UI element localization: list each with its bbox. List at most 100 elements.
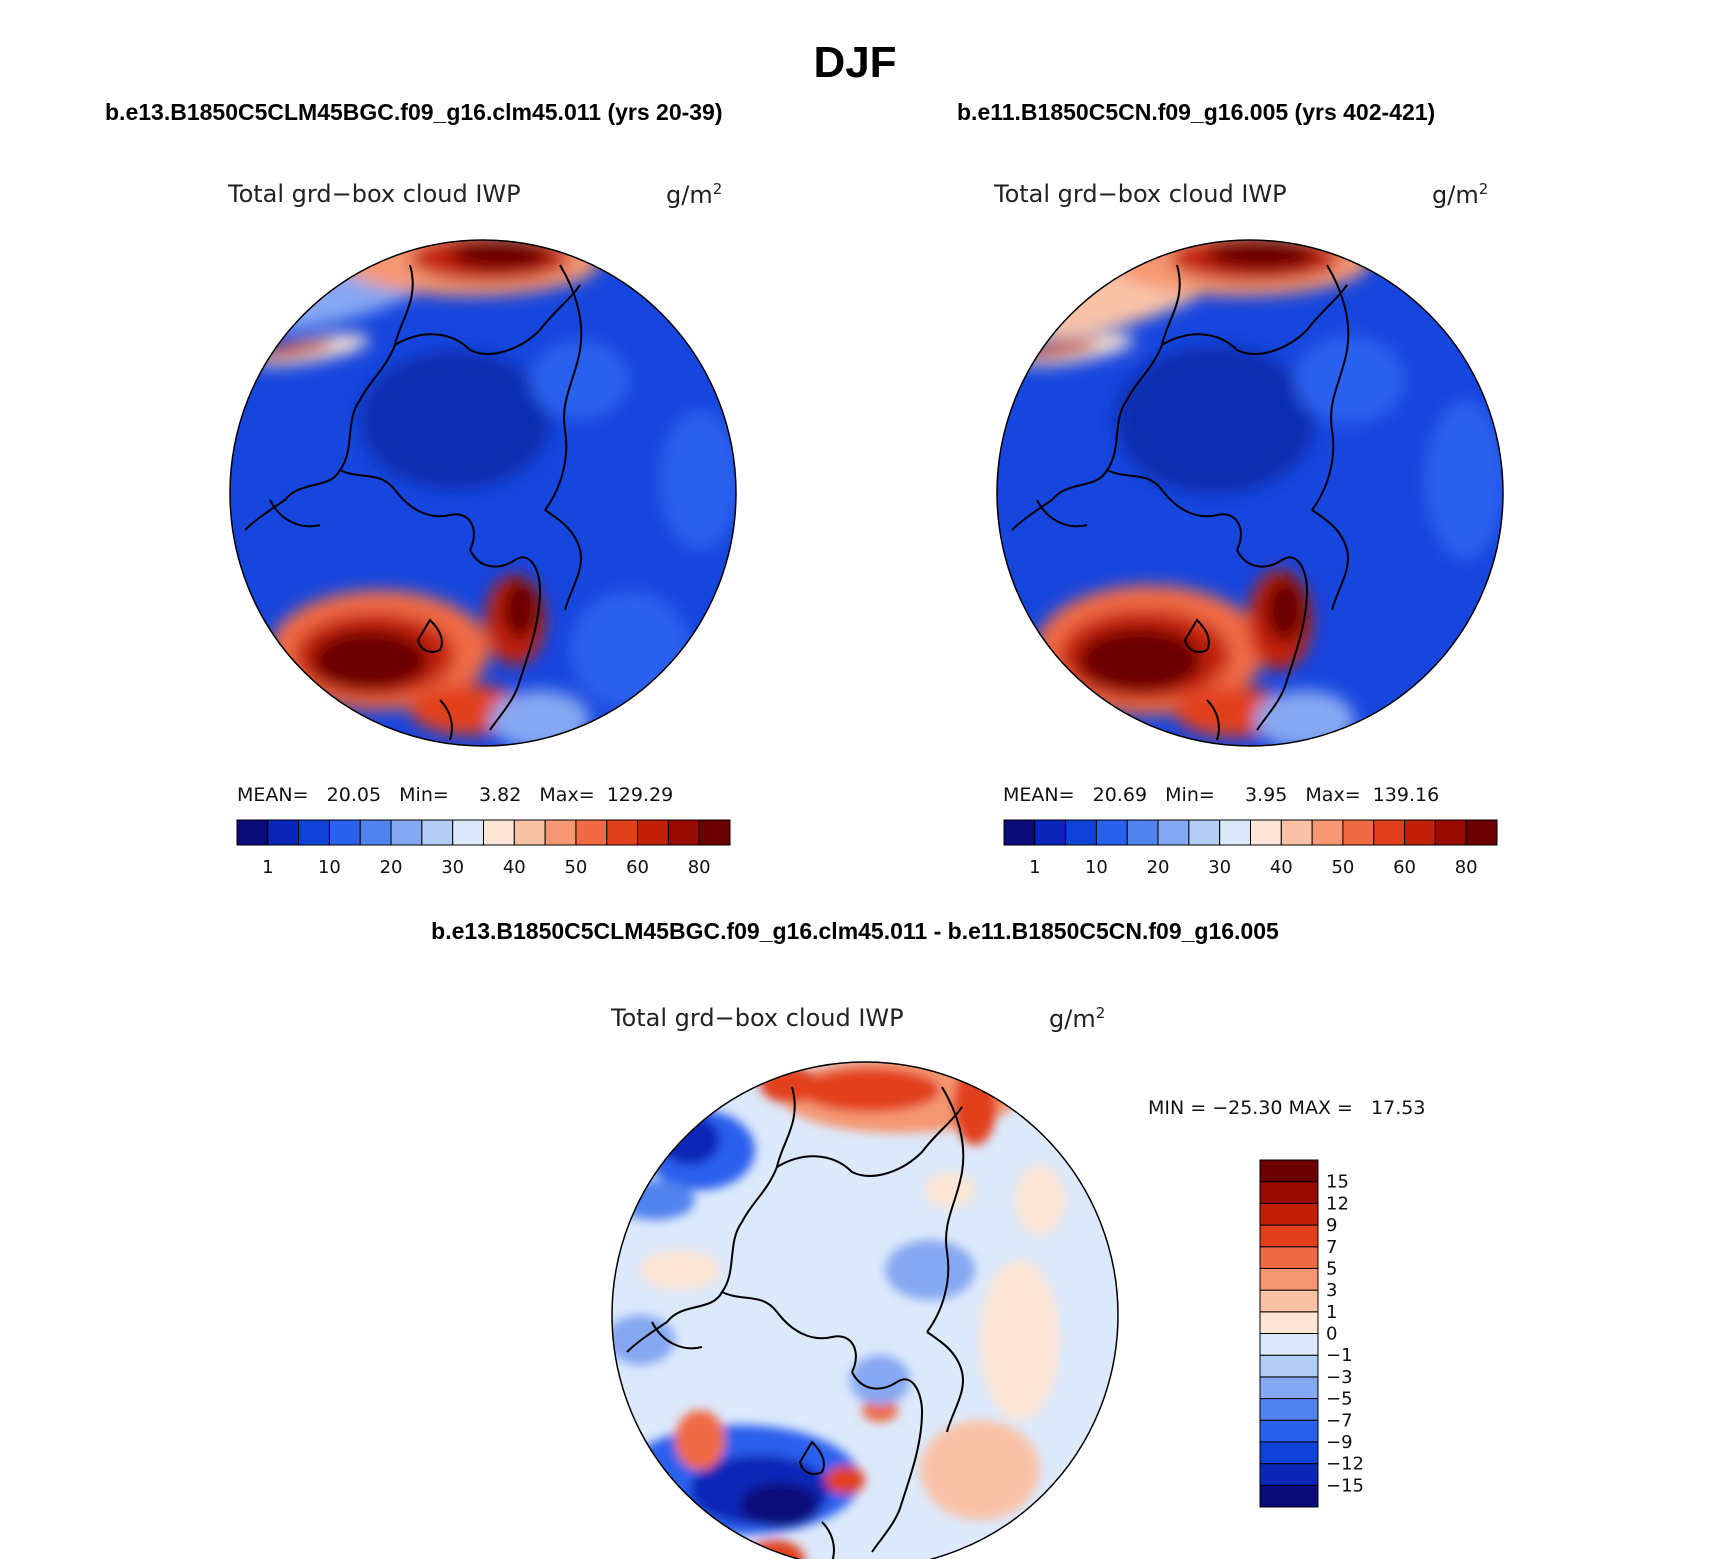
panel-2-colorbar-tick-label: 40 — [1270, 857, 1293, 878]
panel-3-colorbar-swatch-13 — [1259, 1202, 1319, 1226]
panel-3-colorbar-swatch-6 — [1259, 1354, 1319, 1378]
panel-1-field — [230, 240, 736, 746]
panel-2-colorbar-swatch-2 — [1065, 819, 1097, 846]
panel-1-colorbar-tick-label: 50 — [564, 857, 587, 878]
panel-1-colorbar: 1 10 20 30 40 50 60 80 — [236, 819, 731, 878]
panel-3-colorbar-tick-label: −15 — [1326, 1475, 1364, 1496]
panel-1-colorbar-swatch-10 — [544, 819, 577, 846]
panel-3-border — [611, 1061, 1119, 1559]
panel-3-colorbar-tick-label: 9 — [1326, 1215, 1337, 1236]
panel-1-colorbar-swatch-8 — [483, 819, 515, 846]
panel-2-colorbar-swatch-13 — [1404, 819, 1436, 846]
panel-3-colorbar-swatch-0 — [1259, 1484, 1319, 1508]
panel-3-colorbar-tick-label: 0 — [1326, 1324, 1337, 1345]
panel-1-colorbar-swatch-7 — [452, 819, 484, 846]
panel-3-variable-label: Total grd−box cloud IWP — [611, 1004, 904, 1032]
panel-2-colorbar-tick-label: 1 — [1029, 857, 1040, 878]
panel-3-case-title: b.e13.B1850C5CLM45BGC.f09_g16.clm45.011 … — [431, 918, 1279, 944]
panel-1-colorbar-swatch-14 — [667, 819, 700, 846]
panel-2-colorbar-swatch-10 — [1311, 819, 1344, 846]
panel-3-colorbar-swatch-4 — [1259, 1398, 1319, 1421]
panel-2-colorbar-swatch-5 — [1157, 819, 1190, 846]
panel-2-colorbar-swatch-7 — [1219, 819, 1251, 846]
panel-3-coastlines — [626, 1086, 965, 1559]
figure-title: DJF — [813, 38, 897, 87]
panel-1-colorbar-swatch-12 — [606, 819, 639, 846]
panel-3-colorbar-swatch-1 — [1259, 1463, 1319, 1486]
panel-3-colorbar-tick-label: −3 — [1326, 1367, 1353, 1388]
panel-1-case-title: b.e13.B1850C5CLM45BGC.f09_g16.clm45.011 … — [105, 99, 723, 125]
panel-3-colorbar-swatch-8 — [1259, 1311, 1319, 1334]
panel-3-colorbar-tick-label: 3 — [1326, 1280, 1337, 1301]
panel-2-units: g/m2 — [1432, 180, 1489, 209]
panel-1-colorbar-swatch-1 — [267, 819, 300, 846]
panel-1-colorbar-swatch-13 — [637, 819, 669, 846]
panel-3-colorbar-tick-label: 15 — [1326, 1172, 1349, 1193]
panel-3-colorbar-swatch-15 — [1259, 1159, 1319, 1183]
panel-2-colorbar-swatch-14 — [1434, 819, 1467, 846]
panel-3-colorbar-tick-label: 1 — [1326, 1302, 1337, 1323]
panel-2-field — [997, 240, 1503, 746]
panel-2-coastlines — [1011, 264, 1350, 741]
panel-2-variable-label: Total grd−box cloud IWP — [994, 180, 1287, 208]
panel-2-colorbar-swatch-12 — [1373, 819, 1406, 846]
panel-1-colorbar-swatch-5 — [390, 819, 423, 846]
panel-1-stats: MEAN= 20.05 Min= 3.82 Max= 129.29 — [237, 784, 674, 806]
panel-2-border — [996, 239, 1504, 747]
panel-3-colorbar-tick-label: 5 — [1326, 1258, 1337, 1279]
panel-1-units: g/m2 — [666, 180, 723, 209]
panel-2-colorbar-tick-label: 10 — [1085, 857, 1108, 878]
panel-3-colorbar-tick-label: 12 — [1326, 1193, 1349, 1214]
panel-3-colorbar-swatch-11 — [1259, 1246, 1319, 1269]
panel-3-colorbar-swatch-2 — [1259, 1441, 1319, 1465]
panel-1-colorbar-swatch-11 — [575, 819, 608, 846]
panel-3-colorbar-tick-label: −7 — [1326, 1410, 1353, 1431]
panel-1-colorbar-swatch-15 — [698, 819, 731, 846]
panel-2-colorbar-swatch-0 — [1003, 819, 1036, 846]
panel-1-colorbar-swatch-4 — [359, 819, 392, 846]
panel-1-colorbar-tick-label: 20 — [380, 857, 403, 878]
panel-2-colorbar-swatch-3 — [1095, 819, 1128, 846]
panel-1-colorbar-swatch-3 — [328, 819, 361, 846]
panel-2-colorbar-tick-label: 30 — [1208, 857, 1231, 878]
panel-1-colorbar-swatch-0 — [236, 819, 269, 846]
panel-2-colorbar-swatch-8 — [1250, 819, 1282, 846]
panel-3-colorbar-tick-label: −12 — [1326, 1454, 1364, 1475]
panel-3-colorbar-swatch-7 — [1259, 1333, 1319, 1356]
panel-2-colorbar-swatch-6 — [1188, 819, 1221, 846]
panel-1-coastlines — [244, 264, 583, 741]
panel-3-colorbar-tick-label: −5 — [1326, 1389, 1353, 1410]
panel-3-colorbar-swatch-12 — [1259, 1224, 1319, 1248]
panel-2-colorbar-swatch-4 — [1126, 819, 1159, 846]
panel-2-colorbar-swatch-11 — [1342, 819, 1375, 846]
panel-3-colorbar-tick-label: −1 — [1326, 1345, 1353, 1366]
panel-2-colorbar-tick-label: 50 — [1331, 857, 1354, 878]
panel-2-colorbar-swatch-15 — [1465, 819, 1498, 846]
panel-3-map — [611, 1061, 1119, 1559]
panel-3-colorbar-swatch-10 — [1259, 1267, 1319, 1291]
panel-3-stats: MIN = −25.30 MAX = 17.53 — [1148, 1097, 1426, 1119]
panel-3-colorbar-swatch-3 — [1259, 1419, 1319, 1443]
panel-3-colorbar-swatch-5 — [1259, 1376, 1319, 1400]
panel-2-colorbar-tick-label: 20 — [1147, 857, 1170, 878]
panel-2-colorbar-tick-label: 60 — [1393, 857, 1416, 878]
panel-3-colorbar-swatch-9 — [1259, 1289, 1319, 1313]
panel-1-colorbar-tick-label: 1 — [262, 857, 273, 878]
panel-2-stats: MEAN= 20.69 Min= 3.95 Max= 139.16 — [1003, 784, 1440, 806]
panel-3-colorbar-tick-label: −9 — [1326, 1432, 1353, 1453]
panel-3-colorbar-swatch-14 — [1259, 1181, 1319, 1204]
panel-1-colorbar-swatch-6 — [421, 819, 454, 846]
panel-2-colorbar-tick-label: 80 — [1455, 857, 1478, 878]
panel-2-colorbar: 1 10 20 30 40 50 60 80 — [1003, 819, 1498, 878]
panel-1-colorbar-tick-label: 10 — [318, 857, 341, 878]
panel-1-border — [229, 239, 737, 747]
panel-2-colorbar-swatch-1 — [1034, 819, 1067, 846]
panel-1-colorbar-swatch-2 — [298, 819, 330, 846]
panel-1-variable-label: Total grd−box cloud IWP — [228, 180, 521, 208]
panel-2-map — [996, 239, 1504, 747]
panel-1-colorbar-tick-label: 40 — [503, 857, 526, 878]
panel-1-colorbar-tick-label: 80 — [688, 857, 711, 878]
panel-2-case-title: b.e11.B1850C5CN.f09_g16.005 (yrs 402-421… — [957, 99, 1436, 125]
